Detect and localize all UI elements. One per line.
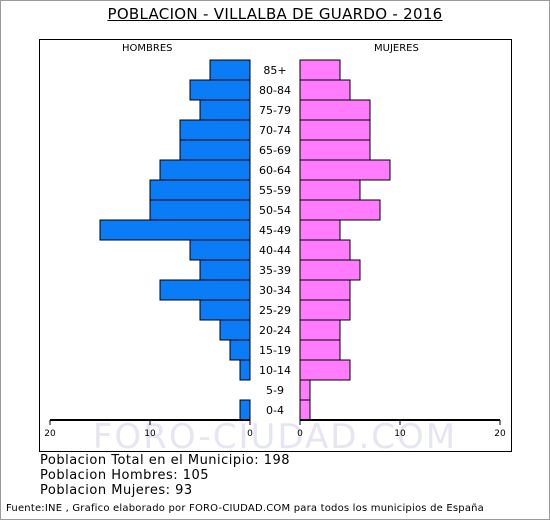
bar-women [299, 99, 371, 121]
men-population: Poblacion Hombres: 105 [40, 468, 210, 483]
bar-men [189, 239, 251, 261]
bar-men [199, 259, 251, 281]
bar-women [299, 299, 351, 321]
bar-men [199, 299, 251, 321]
tick-label-women: 10 [394, 429, 406, 439]
age-group-label: 85+ [263, 64, 286, 77]
bar-men [99, 219, 251, 241]
bar-men [209, 59, 251, 81]
age-group-label: 60-64 [259, 164, 291, 177]
men-label: HOMBRES [122, 43, 173, 54]
bar-women [299, 339, 341, 361]
bar-men [229, 339, 251, 361]
age-group-label: 70-74 [259, 124, 291, 137]
age-group-label: 5-9 [266, 384, 284, 397]
bar-men [189, 79, 251, 101]
bar-men [149, 179, 251, 201]
tick-label-men: 10 [144, 429, 156, 439]
bar-women [299, 79, 351, 101]
bar-men [179, 119, 251, 141]
age-group-label: 20-24 [259, 324, 291, 337]
source-note: Fuente:INE , Grafico elaborado por FORO-… [6, 503, 485, 514]
chart-title: POBLACION - VILLALBA DE GUARDO - 2016 [107, 5, 443, 23]
bar-women [299, 279, 351, 301]
bar-men [199, 99, 251, 121]
total-population: Poblacion Total en el Municipio: 198 [40, 453, 291, 468]
bar-women [299, 219, 341, 241]
bar-men [179, 139, 251, 161]
bar-women [299, 399, 311, 421]
women-population: Poblacion Mujeres: 93 [40, 483, 193, 498]
bar-men [239, 399, 251, 421]
bar-men [239, 359, 251, 381]
tick-label-women: 20 [494, 429, 506, 439]
bar-women [299, 379, 311, 401]
age-group-label: 0-4 [266, 404, 284, 417]
age-group-label: 45-49 [259, 224, 291, 237]
bar-men [149, 199, 251, 221]
age-group-label: 35-39 [259, 264, 291, 277]
bar-women [299, 159, 391, 181]
bar-women [299, 199, 381, 221]
age-group-label: 65-69 [259, 144, 291, 157]
bar-men [159, 159, 251, 181]
bar-women [299, 139, 371, 161]
age-group-label: 40-44 [259, 244, 291, 257]
bar-women [299, 59, 341, 81]
bar-women [299, 359, 351, 381]
bar-women [299, 319, 341, 341]
age-group-label: 55-59 [259, 184, 291, 197]
tick-label-women: 0 [297, 429, 303, 439]
tick-label-men: 20 [44, 429, 56, 439]
age-group-label: 10-14 [259, 364, 291, 377]
age-group-label: 80-84 [259, 84, 291, 97]
age-group-label: 50-54 [259, 204, 291, 217]
plot-area [39, 39, 512, 452]
bar-women [299, 239, 351, 261]
bar-women [299, 119, 371, 141]
women-label: MUJERES [374, 43, 419, 54]
age-group-label: 15-19 [259, 344, 291, 357]
age-group-label: 25-29 [259, 304, 291, 317]
bar-men [159, 279, 251, 301]
bar-men [219, 319, 251, 341]
tick-label-men: 0 [247, 429, 253, 439]
age-group-label: 75-79 [259, 104, 291, 117]
bar-women [299, 179, 361, 201]
age-group-label: 30-34 [259, 284, 291, 297]
bar-women [299, 259, 361, 281]
